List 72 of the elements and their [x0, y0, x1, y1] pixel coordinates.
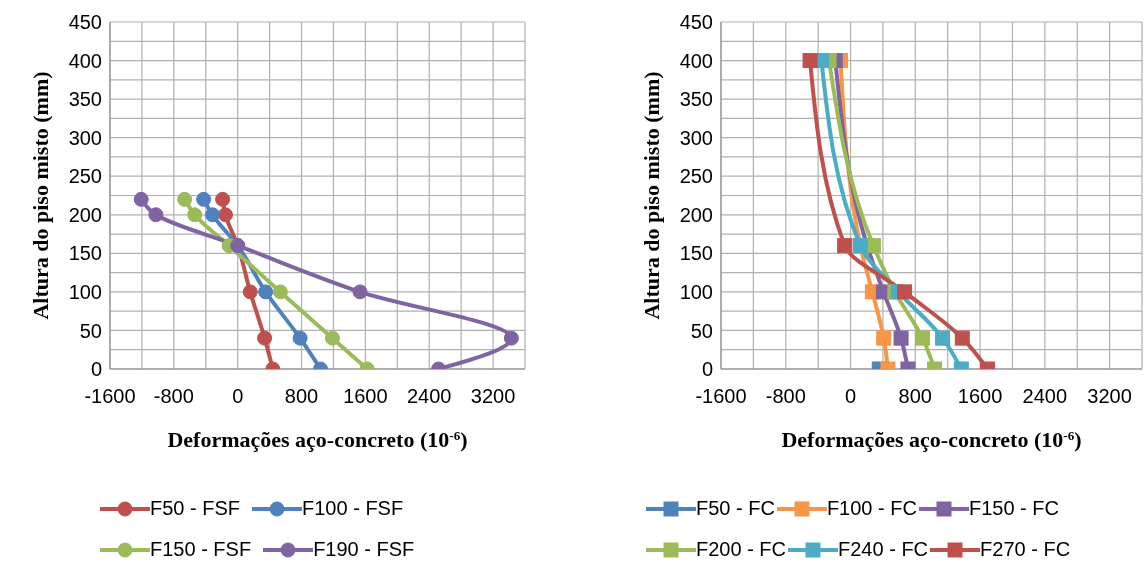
y-axis-title: Altura do piso misto (mm) [639, 71, 664, 320]
legend-label: F50 - FSF [150, 497, 241, 520]
point [148, 207, 164, 223]
point [324, 330, 340, 346]
x-tick-label: 800 [898, 385, 932, 408]
y-tick-label: 250 [68, 165, 102, 188]
x-tick-label: -800 [153, 385, 194, 408]
y-axis-title: Altura do piso misto (mm) [28, 71, 53, 320]
point [257, 330, 273, 346]
legend-label: F50 - FC [696, 497, 775, 520]
x-tick-label: 1600 [343, 385, 388, 408]
y-tick-label: 200 [679, 203, 713, 226]
y-tick-label: 50 [690, 319, 713, 342]
y-tick-label: 300 [68, 126, 102, 149]
x-tick-label: -1600 [695, 385, 747, 408]
x-tick-label: 2400 [1022, 385, 1068, 408]
point [196, 191, 212, 207]
legend-label: F150 - FSF [150, 538, 252, 561]
point [935, 330, 951, 346]
point [876, 330, 892, 346]
y-tick-label: 450 [679, 11, 713, 34]
y-tick-label: 50 [79, 319, 102, 342]
legend-label: F240 - FC [838, 538, 929, 561]
x-tick-label: 0 [844, 385, 857, 408]
y-tick-label: 0 [90, 358, 102, 381]
y-tick-label: 0 [701, 358, 713, 381]
point [272, 284, 288, 300]
x-tick-label: 3200 [470, 385, 516, 408]
legend-label: F270 - FC [980, 538, 1071, 561]
point [215, 191, 231, 207]
point [503, 330, 519, 346]
y-tick-label: 200 [68, 203, 102, 226]
legend-label: F100 - FC [826, 497, 917, 520]
y-tick-label: 400 [679, 49, 713, 72]
x-tick-label: 800 [284, 385, 319, 408]
point [187, 207, 203, 223]
point [802, 53, 818, 69]
legend-label: F150 - FC [968, 497, 1059, 520]
y-tick-label: 450 [68, 11, 102, 34]
point [133, 191, 149, 207]
y-tick-label: 250 [679, 165, 713, 188]
x-axis-title: Deformações aço-concreto (10$^{-6}$) [167, 427, 468, 452]
x-tick-label: -1600 [84, 385, 136, 408]
point [352, 284, 368, 300]
y-tick-label: 300 [679, 126, 713, 149]
x-tick-label: 1600 [957, 385, 1003, 408]
point [837, 238, 853, 254]
y-tick-label: 150 [68, 242, 102, 265]
y-tick-label: 400 [68, 49, 102, 72]
x-axis-title: Deformações aço-concreto (10$^{-6}$) [781, 427, 1082, 452]
legend-label: F190 - FSF [313, 538, 415, 561]
point [897, 284, 913, 300]
x-tick-label: 3200 [1087, 385, 1132, 408]
y-tick-label: 150 [679, 242, 713, 265]
x-tick-label: -800 [765, 385, 806, 408]
legend-label: F100 - FSF [302, 497, 404, 520]
point [242, 284, 258, 300]
y-tick-label: 100 [68, 280, 102, 303]
point [292, 330, 308, 346]
x-tick-label: 2400 [406, 385, 452, 408]
y-tick-label: 350 [68, 88, 102, 111]
point [915, 330, 931, 346]
point [893, 330, 909, 346]
legend-label: F200 - FC [696, 538, 787, 561]
y-tick-label: 100 [679, 280, 713, 303]
point [205, 207, 221, 223]
point [217, 207, 233, 223]
point [258, 284, 274, 300]
point [177, 191, 193, 207]
y-tick-label: 350 [679, 88, 713, 111]
x-tick-label: 0 [232, 385, 244, 408]
point [954, 330, 970, 346]
